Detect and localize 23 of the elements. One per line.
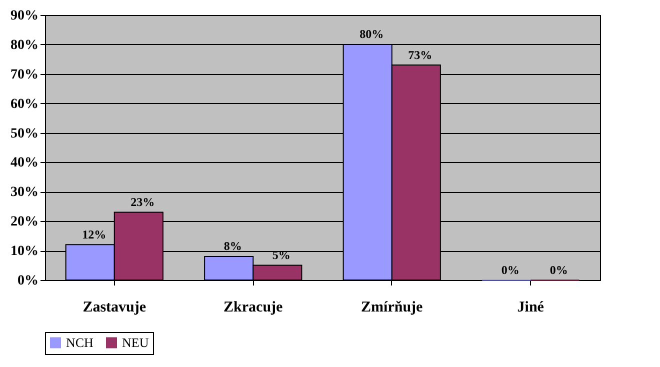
y-tick-label: 30% xyxy=(10,185,38,200)
y-tick-label: 60% xyxy=(10,96,38,112)
legend-label: NCH xyxy=(66,334,94,350)
y-tick-label: 90% xyxy=(10,8,38,24)
x-tick-label: Zastavuje xyxy=(82,300,146,316)
y-tick-label: 70% xyxy=(10,67,38,82)
y-tick-label: 20% xyxy=(10,214,38,230)
x-tick-label: Zkracuje xyxy=(224,300,284,316)
y-tick-label: 10% xyxy=(10,244,38,260)
data-label: 73% xyxy=(408,48,432,62)
x-tick-label: Zmírňuje xyxy=(361,300,424,316)
data-label: 0% xyxy=(550,262,568,277)
y-tick-label: 80% xyxy=(10,38,38,53)
data-label: 0% xyxy=(501,262,520,277)
data-label: 12% xyxy=(82,227,106,242)
data-label: 23% xyxy=(130,195,155,210)
y-tick-label: 40% xyxy=(10,156,38,171)
y-tick-label: 50% xyxy=(10,126,38,142)
data-label: 80% xyxy=(360,27,384,42)
data-label: 8% xyxy=(224,239,242,254)
legend-label: NEU xyxy=(122,334,150,350)
y-tick-label: 0% xyxy=(18,274,38,288)
x-tick-label: Jiné xyxy=(517,300,544,316)
